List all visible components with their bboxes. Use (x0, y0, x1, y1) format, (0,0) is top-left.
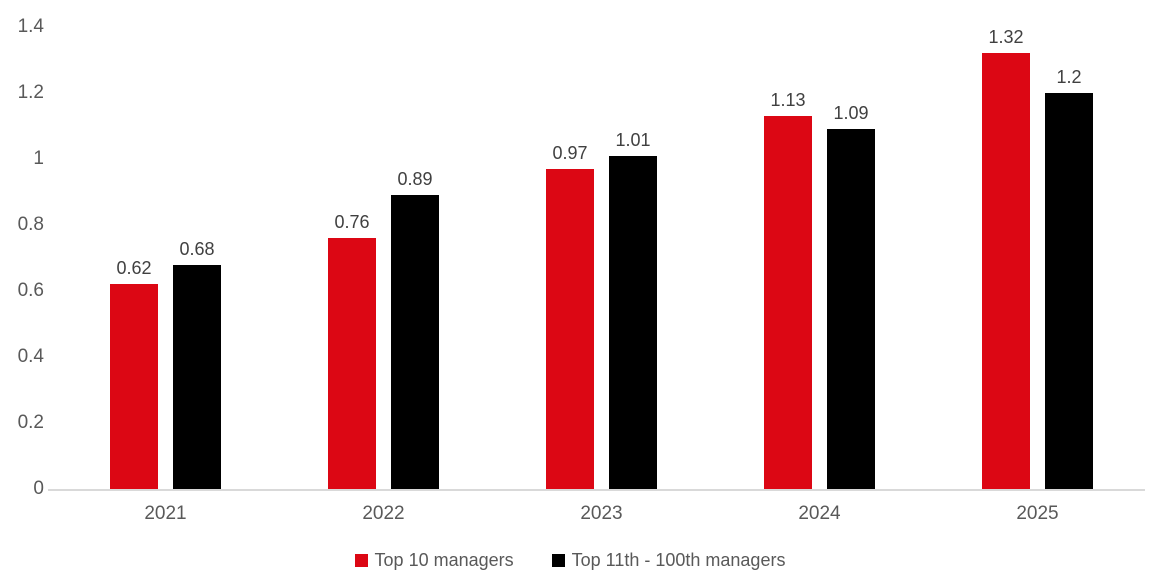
legend-item: Top 10 managers (354, 550, 514, 571)
y-tick-label: 0 (33, 478, 44, 499)
bar-series1-2023 (546, 169, 594, 489)
x-category-label: 2022 (362, 503, 405, 524)
legend-swatch-icon (354, 554, 368, 567)
bar-series1-2022 (328, 238, 376, 489)
bar-value-label: 1.32 (988, 27, 1024, 47)
x-axis-line (48, 489, 1145, 491)
bar-value-label: 1.13 (770, 90, 806, 110)
y-tick-label: 1 (33, 148, 44, 169)
x-category-label: 2023 (580, 503, 623, 524)
bar-value-label: 1.2 (1056, 67, 1082, 87)
bar-value-label: 0.76 (334, 212, 370, 232)
bar-series1-2024 (764, 116, 812, 489)
y-tick-label: 0.2 (17, 412, 44, 433)
x-category-label: 2021 (144, 503, 187, 524)
bar-value-label: 0.97 (552, 143, 588, 163)
bar-series2-2024 (827, 129, 875, 489)
bar-series1-2025 (982, 53, 1030, 489)
bar-series1-2021 (110, 284, 158, 489)
bar-value-label: 1.01 (615, 130, 651, 150)
bar-series2-2025 (1045, 93, 1093, 489)
bar-value-label: 0.89 (397, 169, 433, 189)
bar-series2-2023 (609, 156, 657, 489)
y-tick-label: 1.2 (17, 82, 44, 103)
y-tick-label: 1.4 (17, 16, 44, 37)
bar-value-label: 0.68 (179, 239, 215, 259)
bar-value-label: 0.62 (116, 258, 152, 278)
legend: Top 10 managers Top 11th - 100th managers (0, 550, 1140, 571)
y-tick-label: 0.4 (17, 346, 44, 367)
legend-label: Top 11th - 100th managers (571, 550, 786, 570)
legend-item: Top 11th - 100th managers (551, 550, 786, 571)
y-tick-label: 0.6 (17, 280, 44, 301)
x-category-label: 2024 (798, 503, 841, 524)
bar-series2-2022 (391, 195, 439, 489)
bar-value-label: 1.09 (833, 103, 869, 123)
bar-series2-2021 (173, 265, 221, 489)
legend-label: Top 10 managers (374, 550, 514, 570)
x-category-label: 2025 (1016, 503, 1059, 524)
legend-swatch-icon (551, 554, 565, 567)
y-tick-label: 0.8 (17, 214, 44, 235)
